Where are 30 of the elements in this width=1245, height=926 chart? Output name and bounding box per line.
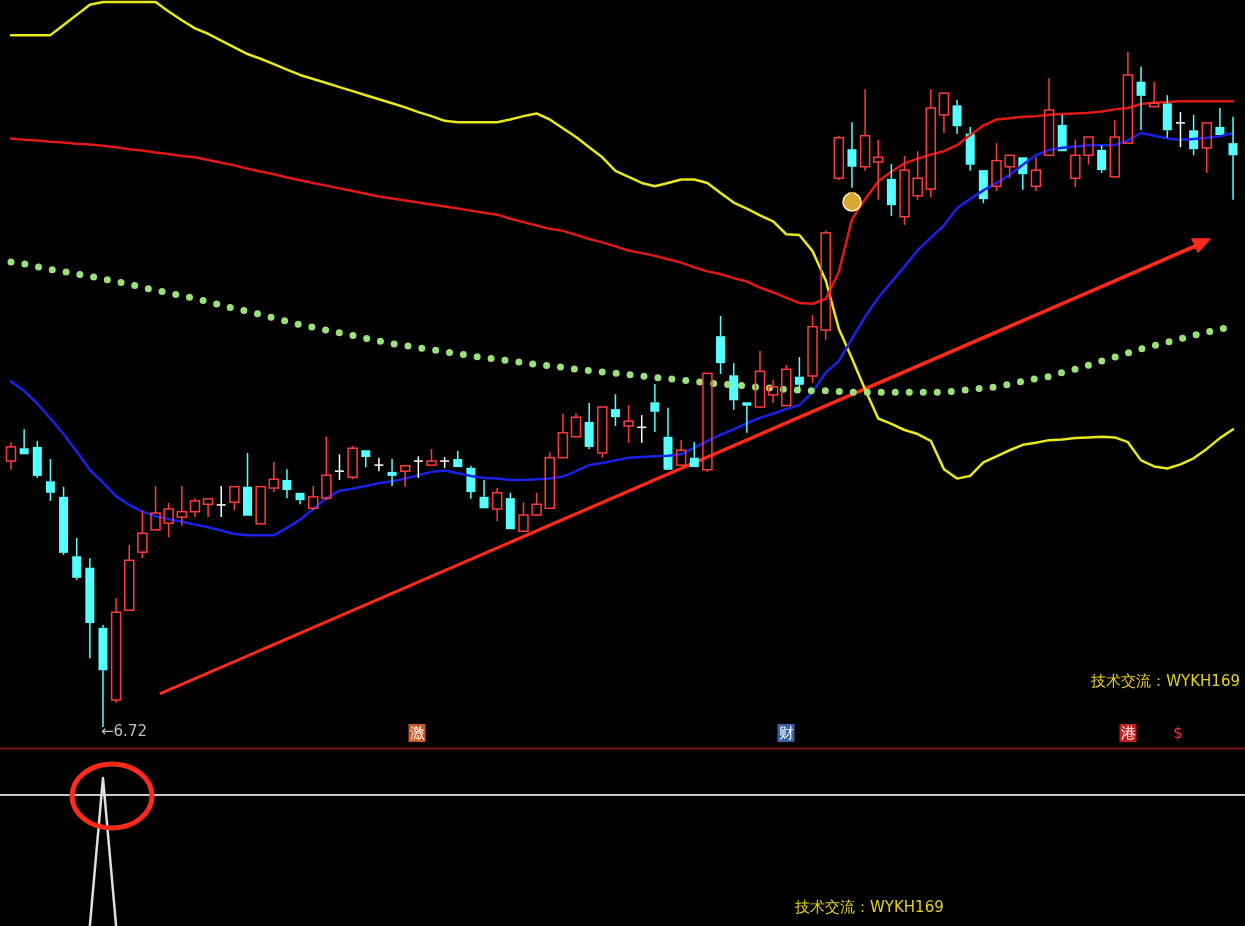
candlestick	[925, 88, 937, 198]
candlestick	[189, 497, 201, 518]
candlestick	[965, 126, 975, 172]
candlestick	[215, 485, 227, 518]
candlestick	[767, 379, 779, 404]
candlestick	[373, 456, 385, 472]
candlestick	[387, 458, 397, 487]
candlestick	[872, 139, 884, 201]
candlestick	[176, 485, 188, 527]
candlestick	[268, 460, 280, 493]
candlestick	[847, 121, 857, 189]
annotation: 港	[1120, 724, 1136, 742]
annotation: 技术交流：WYKH169	[1090, 672, 1240, 690]
candlestick	[110, 597, 122, 704]
annotation: 财	[778, 724, 794, 742]
annotation: ←6.72	[101, 722, 147, 740]
candlestick	[1136, 66, 1146, 132]
candlestick	[584, 402, 594, 450]
candlestick	[282, 468, 292, 499]
candlestick	[1030, 156, 1042, 192]
annotation: 激	[409, 724, 425, 742]
annotation: 技术交流：WYKH169	[794, 898, 944, 916]
candlestick	[859, 88, 871, 172]
candlestick	[85, 557, 95, 659]
candlestick	[952, 99, 962, 135]
candlestick	[650, 383, 660, 433]
annotation: $	[1173, 724, 1183, 742]
candlestick	[491, 487, 503, 522]
candlestick	[1228, 116, 1238, 201]
candlestick	[5, 441, 17, 471]
